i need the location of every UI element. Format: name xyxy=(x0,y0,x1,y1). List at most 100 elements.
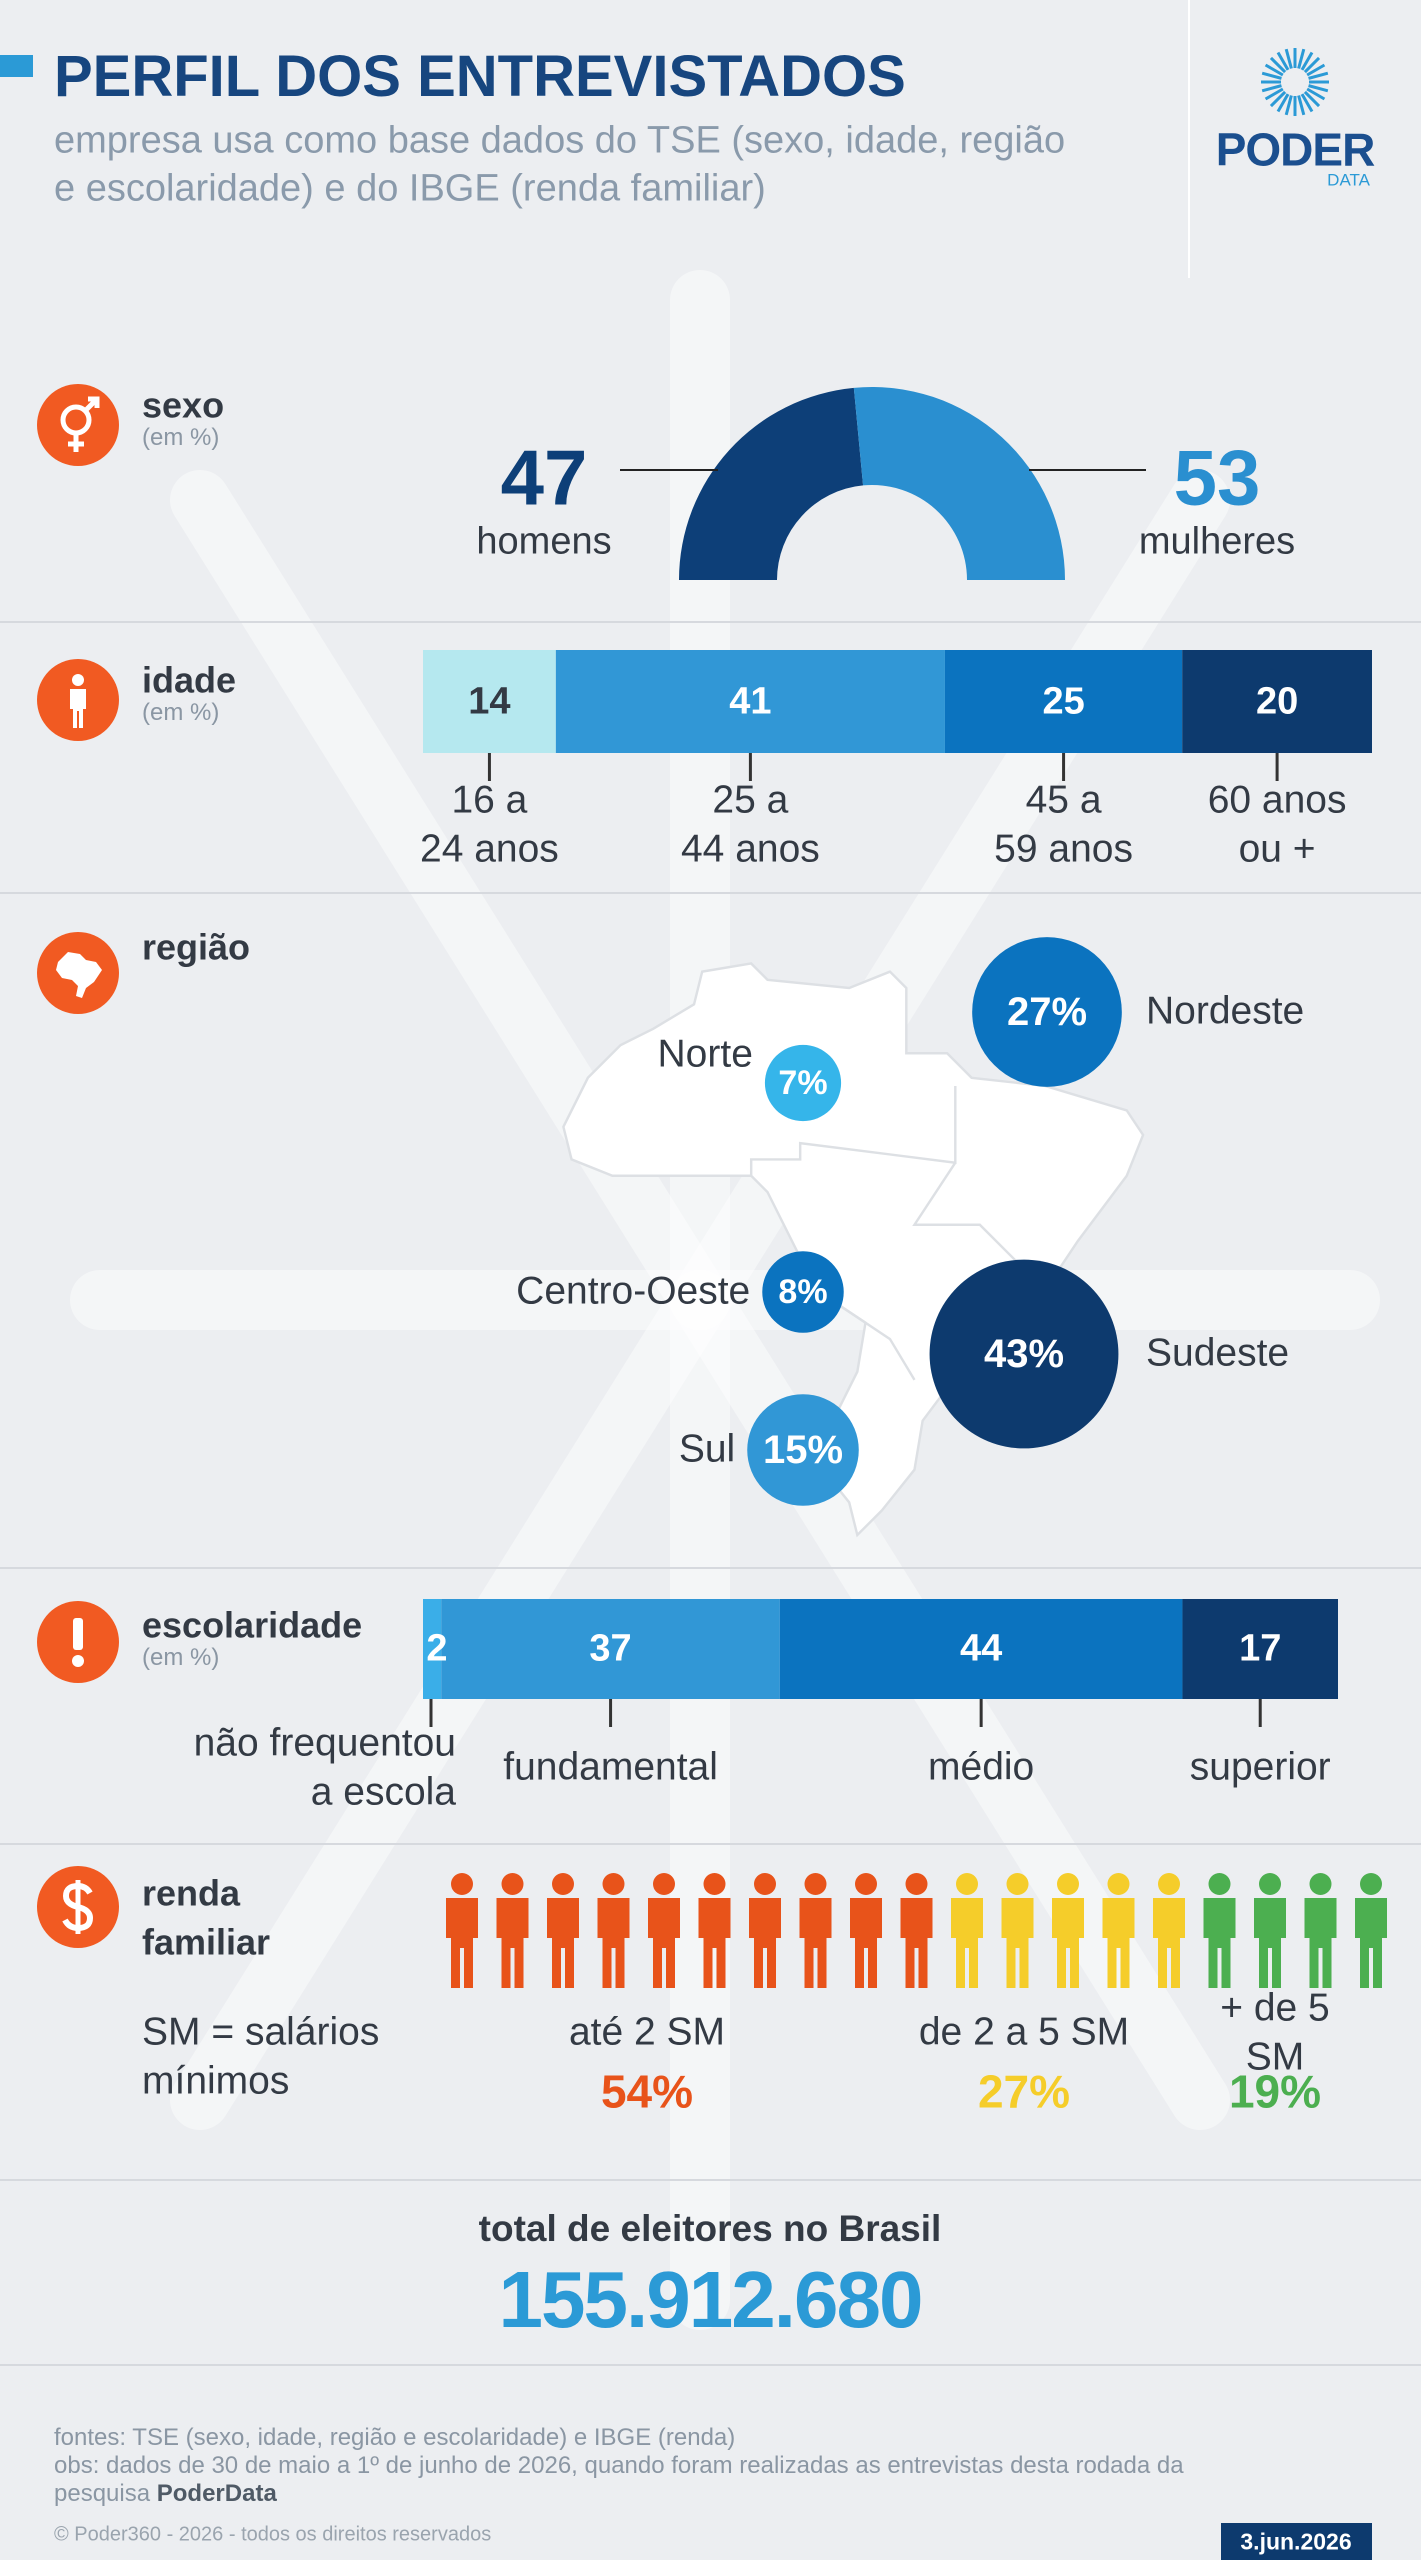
logo-ray xyxy=(1264,63,1284,77)
person-head xyxy=(855,1873,877,1895)
category-label: Centro-Oeste xyxy=(516,1269,751,1313)
logo-ray xyxy=(1264,87,1284,101)
bar-segment xyxy=(441,1599,780,1699)
person-icon xyxy=(1355,1873,1387,1988)
donut-segment xyxy=(853,386,1065,580)
value-label: 41 xyxy=(729,679,772,722)
person-body xyxy=(1001,1898,1034,1988)
person-head xyxy=(451,1873,473,1895)
value-label: 15% xyxy=(762,1428,844,1472)
logo-ray xyxy=(1306,63,1326,77)
section-title: sexo xyxy=(142,384,225,426)
category-label: mulheres xyxy=(1138,520,1296,563)
section-title: região xyxy=(142,926,251,968)
separators xyxy=(0,621,1421,2366)
person-icon xyxy=(749,1873,781,1988)
person-icon xyxy=(1254,1873,1286,1988)
person-icon xyxy=(1052,1873,1084,1988)
person-icon xyxy=(648,1873,680,1988)
icon-escolaridade xyxy=(37,1601,119,1683)
person-head xyxy=(1057,1873,1079,1895)
person-head xyxy=(552,1873,574,1895)
logo-ray xyxy=(1308,84,1329,93)
page-subtitle: empresa usa como base dados do TSE (sexo… xyxy=(54,119,1066,210)
logo-ray xyxy=(1303,56,1321,74)
person-body xyxy=(1153,1898,1185,1988)
category-label: médio xyxy=(928,1745,1035,1789)
category-label: até 2 SM xyxy=(568,2010,726,2054)
person-body xyxy=(446,1898,478,1988)
footer-copyright: © Poder360 - 2026 - todos os direitos re… xyxy=(54,2523,492,2546)
person-icon xyxy=(496,1873,529,1988)
person-body xyxy=(799,1898,832,1988)
bubble xyxy=(747,1394,859,1506)
person-head xyxy=(703,1873,726,1895)
logo-ray xyxy=(1261,84,1282,93)
person-body xyxy=(1052,1898,1084,1988)
category-label: 45 a 59 anos xyxy=(994,778,1133,870)
person-head xyxy=(1360,1873,1382,1895)
person-body xyxy=(597,1898,630,1988)
category-label: + de 5 SM xyxy=(1220,1986,1330,2078)
section-subtitle: (em %) xyxy=(142,424,220,451)
person-body xyxy=(1254,1898,1286,1988)
logo-ray xyxy=(1297,48,1306,69)
value-label: 14 xyxy=(468,679,511,722)
category-label: 25 a 44 anos xyxy=(680,778,820,870)
footer-obs: obs: dados de 30 de maio a 1º de junho d… xyxy=(54,2452,1184,2507)
person-body xyxy=(900,1898,933,1988)
person-icon xyxy=(597,1873,630,1988)
value-label: 37 xyxy=(589,1627,632,1670)
person-icon xyxy=(547,1873,579,1988)
value-label: 43% xyxy=(983,1332,1065,1376)
bubble xyxy=(929,1259,1119,1449)
value-label: 7% xyxy=(778,1063,828,1102)
person-head xyxy=(501,1873,524,1895)
value-label: 54% xyxy=(600,2065,694,2118)
bar-segment xyxy=(944,650,1183,753)
title-accent xyxy=(0,55,33,77)
category-label: Norte xyxy=(657,1032,753,1076)
icon-renda xyxy=(37,1866,119,1948)
logo-ray xyxy=(1269,90,1287,108)
section-title: renda familiar xyxy=(142,1872,271,1962)
icon-sexo xyxy=(37,384,119,466)
bar-segment xyxy=(1182,650,1372,753)
logo-ray xyxy=(1303,90,1321,108)
person-icon xyxy=(1304,1873,1337,1988)
category-label: Sudeste xyxy=(1146,1331,1290,1375)
logo-ray xyxy=(1284,48,1293,69)
person-body xyxy=(850,1898,882,1988)
person-head xyxy=(804,1873,827,1895)
person-body xyxy=(1304,1898,1337,1988)
person-icon xyxy=(698,1873,731,1988)
value-label: 47 xyxy=(500,433,588,522)
person-body xyxy=(648,1898,680,1988)
person-body xyxy=(698,1898,731,1988)
person-icon xyxy=(1001,1873,1034,1988)
bubble xyxy=(764,1044,842,1122)
category-label: não frequentou a escola xyxy=(193,1721,456,1813)
person-head xyxy=(1259,1873,1281,1895)
bar-segment xyxy=(555,650,945,753)
logo-ray xyxy=(1308,71,1329,80)
person-head xyxy=(1006,1873,1029,1895)
note: SM = salários mínimos xyxy=(142,2010,380,2102)
logo-ray xyxy=(1300,51,1314,71)
logo-ray xyxy=(1269,56,1287,74)
value-label: 27% xyxy=(977,2065,1071,2118)
person-head xyxy=(1309,1873,1332,1895)
value-label: 27% xyxy=(1006,990,1088,1034)
person-body xyxy=(1355,1898,1387,1988)
bubble xyxy=(972,937,1122,1087)
logo-ray xyxy=(1276,51,1290,71)
value-label: 20 xyxy=(1255,679,1299,722)
value-label: 44 xyxy=(960,1627,1003,1670)
person-head xyxy=(1158,1873,1180,1895)
category-label: Sul xyxy=(678,1427,736,1471)
logo-subtext: DATA xyxy=(1327,170,1370,190)
section-title: idade xyxy=(142,659,237,701)
icon-regiao xyxy=(37,932,119,1014)
